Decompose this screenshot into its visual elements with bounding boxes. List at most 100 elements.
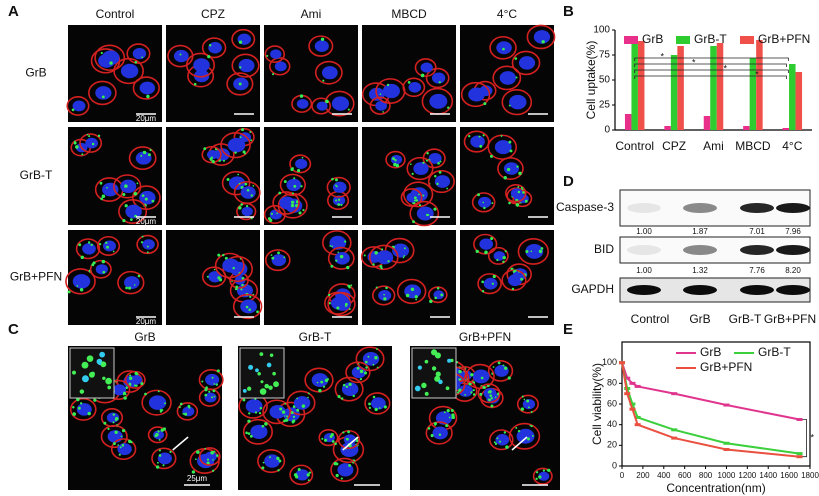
nucleus <box>117 443 132 456</box>
nucleus <box>227 137 246 153</box>
vesicle <box>158 449 161 452</box>
vesicle <box>450 409 454 412</box>
vesicle <box>123 391 126 395</box>
nucleus <box>279 196 295 210</box>
cell-membrane <box>403 181 434 208</box>
nucleus <box>479 238 494 250</box>
cell-membrane <box>311 97 332 115</box>
vesicle <box>410 163 412 166</box>
nucleus <box>250 424 268 439</box>
nucleus <box>334 252 350 265</box>
vesicle <box>330 433 334 437</box>
vesicle <box>424 359 429 364</box>
nucleus <box>429 93 448 109</box>
vesicle <box>292 415 296 419</box>
cell-membrane <box>489 35 517 60</box>
vesicle <box>133 284 136 286</box>
vesicle <box>517 185 520 188</box>
cell-membrane <box>126 43 151 64</box>
legend-swatch <box>740 36 754 44</box>
vesicle <box>502 364 505 367</box>
vesicle <box>79 389 85 394</box>
vesicle <box>418 193 420 196</box>
cell-membrane <box>460 81 491 108</box>
vesicle <box>278 459 282 463</box>
vesicle <box>98 361 102 366</box>
vesicle <box>76 285 79 287</box>
vesicle <box>344 305 347 308</box>
vesicle <box>300 185 303 188</box>
nucleus <box>286 178 302 192</box>
bar <box>782 128 790 130</box>
vesicle <box>302 209 305 212</box>
x-tick-label: 1000 <box>718 471 736 480</box>
vesicle <box>364 360 368 364</box>
vesicle <box>81 361 89 369</box>
nucleus <box>416 206 434 221</box>
bar <box>756 40 763 130</box>
vesicle <box>524 199 528 203</box>
vesicle <box>542 469 546 472</box>
nucleus <box>295 469 309 481</box>
band <box>683 285 717 295</box>
vesicle <box>322 385 326 388</box>
bar <box>703 116 711 130</box>
vesicle <box>250 194 253 197</box>
vesicle <box>413 196 417 200</box>
vesicle <box>335 259 338 262</box>
vesicle <box>379 265 383 268</box>
nucleus <box>376 250 394 265</box>
vesicle <box>99 181 103 185</box>
vesicle <box>325 99 329 104</box>
vesicle <box>339 254 344 259</box>
micrograph <box>362 230 456 325</box>
cell-membrane <box>364 392 391 415</box>
vesicle <box>113 442 116 445</box>
vesicle <box>240 288 243 291</box>
vesicle <box>81 153 84 156</box>
vesicle <box>298 211 302 215</box>
vesicle <box>80 255 84 260</box>
vesicle <box>222 159 226 162</box>
cell-membrane <box>231 28 256 50</box>
vesicle <box>286 415 289 418</box>
cell-membrane <box>232 293 263 320</box>
cell-membrane <box>66 95 90 116</box>
vesicle <box>147 153 151 157</box>
vesicle <box>337 198 341 201</box>
vesicle <box>244 152 247 155</box>
vesicle <box>187 404 191 408</box>
nucleus <box>101 50 120 66</box>
vesicle <box>238 182 241 185</box>
vesicle <box>211 396 214 399</box>
vesicle <box>374 407 378 412</box>
vesicle <box>269 456 271 459</box>
micrograph <box>68 127 162 225</box>
cell-membrane <box>492 65 522 91</box>
vesicle <box>346 265 350 270</box>
nucleus <box>274 61 287 72</box>
cell-membrane <box>327 291 356 317</box>
vesicle <box>239 66 242 69</box>
vesicle <box>330 264 334 268</box>
cell-membrane <box>141 389 172 416</box>
column-label: GrB+PFN <box>459 330 511 344</box>
x-tick-label: 600 <box>678 471 692 480</box>
vesicle <box>146 94 150 99</box>
vesicle <box>211 376 214 379</box>
vesicle <box>381 248 384 251</box>
vesicle <box>438 379 443 385</box>
legend-label: GrB+PFN <box>758 32 810 46</box>
cell-membrane <box>368 244 399 271</box>
vesicle <box>248 412 251 415</box>
vesicle <box>206 458 210 461</box>
band-value: 8.20 <box>785 266 801 275</box>
vesicle <box>105 241 108 244</box>
bar <box>677 46 684 130</box>
arrow <box>511 436 528 451</box>
nucleus <box>311 373 329 387</box>
bar <box>664 126 671 130</box>
lane-label: Control <box>631 312 670 326</box>
vesicle <box>299 94 304 98</box>
vesicle <box>213 450 216 453</box>
